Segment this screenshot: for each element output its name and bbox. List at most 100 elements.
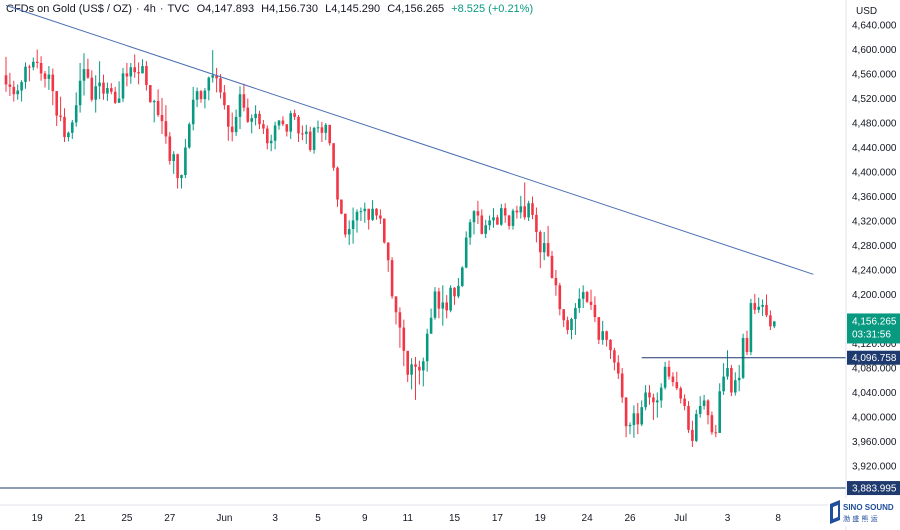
candle [511, 208, 515, 230]
candle [312, 126, 316, 154]
x-tick-label: Jul [674, 513, 687, 524]
y-tick-label: 4,560.000 [852, 70, 897, 81]
currency-label[interactable]: USD [856, 6, 877, 17]
candle [102, 74, 105, 100]
y-tick-label: 4,400.000 [852, 168, 897, 179]
candle [695, 409, 698, 443]
interval-label[interactable]: 4h [143, 3, 156, 15]
lines-layer [0, 4, 846, 489]
candle [769, 310, 772, 331]
candle [722, 363, 725, 395]
x-tick-label: 26 [624, 513, 636, 524]
candle [531, 196, 534, 220]
candle [379, 209, 382, 225]
candle [581, 285, 585, 308]
candle [16, 84, 19, 100]
y-tick-label: 4,520.000 [852, 94, 897, 105]
candle [168, 132, 172, 165]
candle [773, 320, 776, 329]
candle [449, 285, 452, 313]
candle [269, 134, 273, 152]
candle [78, 62, 82, 113]
current-price-label: 4,156.265 [852, 316, 897, 327]
candle [32, 57, 35, 71]
candle [250, 114, 253, 134]
candle [59, 96, 62, 122]
candle [714, 424, 718, 438]
y-tick-label: 4,040.000 [852, 388, 897, 399]
candle [285, 124, 289, 137]
candle [106, 82, 109, 101]
trendline[interactable] [5, 4, 814, 275]
y-tick-label: 3,920.000 [852, 462, 897, 473]
candle [207, 76, 211, 101]
candle [574, 303, 577, 335]
candle [394, 296, 398, 325]
candle [47, 66, 51, 90]
candle [39, 56, 43, 81]
candle [195, 87, 199, 108]
candle [293, 109, 296, 120]
candle [367, 208, 370, 230]
price-axis[interactable]: 4,640.000 4,600.000 4,560.000 4,520.000 4,48… [852, 21, 897, 473]
candle [445, 295, 448, 319]
candle [184, 138, 187, 179]
candle [620, 368, 624, 403]
candle [500, 203, 503, 226]
source-label: TVC [167, 3, 190, 15]
candle [347, 220, 351, 245]
candle [227, 105, 230, 141]
candle [433, 287, 437, 320]
price-change: +8.525 (+0.21%) [451, 3, 534, 15]
candle [765, 294, 768, 318]
candle [219, 74, 222, 99]
candle [98, 61, 101, 100]
candle [730, 364, 733, 397]
candle [254, 105, 257, 126]
candle [562, 309, 565, 327]
candle [679, 386, 682, 404]
candle [398, 307, 402, 348]
support-price-badge [847, 481, 900, 496]
time-axis[interactable]: 19 21 25 27 Jun 3 5 9 11 15 17 19 24 26 Jul 3 8 [32, 513, 782, 524]
candle [636, 402, 640, 435]
candle [137, 62, 140, 85]
candle [351, 207, 355, 244]
y-tick-label: 3,960.000 [852, 437, 897, 448]
candle [324, 123, 328, 141]
candle [663, 361, 667, 390]
symbol-name[interactable]: CFDs on Gold (US$ / OZ) [6, 3, 132, 15]
candle [180, 174, 183, 189]
candle [355, 209, 359, 233]
candle [741, 333, 745, 380]
candle [316, 120, 320, 133]
candle [305, 124, 308, 144]
candle [110, 83, 113, 95]
candle [133, 54, 136, 78]
candle [67, 131, 70, 142]
candle [429, 308, 433, 334]
logo-text: SINO SOUND [843, 503, 894, 512]
candle [344, 213, 347, 238]
candle [230, 112, 234, 142]
candle [117, 81, 121, 103]
candle [464, 231, 468, 269]
candle [63, 108, 66, 142]
candle [496, 214, 499, 225]
candle [156, 89, 160, 117]
candle [535, 207, 538, 243]
x-tick-label: 25 [121, 513, 133, 524]
candle [624, 397, 628, 438]
candle [527, 200, 530, 221]
candle [648, 385, 651, 405]
candle [632, 405, 636, 438]
candle [706, 399, 710, 425]
candle [734, 372, 737, 396]
candle [644, 385, 647, 411]
x-tick-label: 5 [315, 513, 321, 524]
candle [94, 75, 97, 113]
candle [749, 298, 753, 356]
candle [546, 225, 550, 258]
candle [422, 357, 425, 387]
